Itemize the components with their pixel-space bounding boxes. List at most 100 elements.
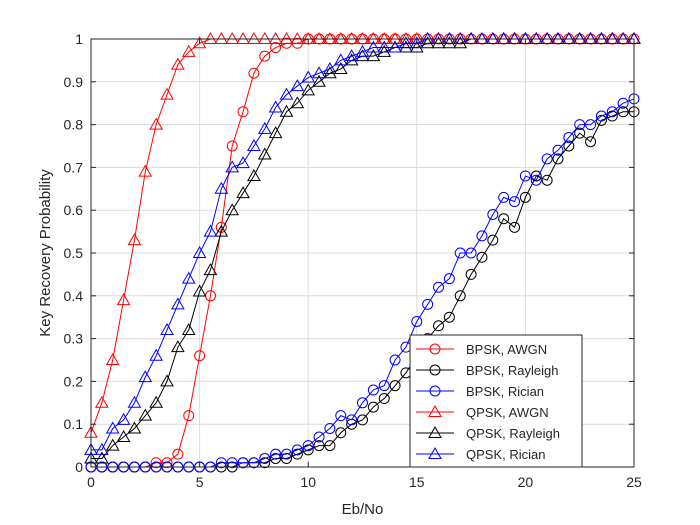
series-point — [422, 298, 434, 310]
series-point — [279, 87, 294, 100]
series-point — [367, 401, 379, 413]
series-point — [181, 44, 196, 57]
series-point — [509, 196, 521, 208]
series-point — [290, 79, 305, 92]
series-point — [127, 233, 142, 246]
y-tick-label: 0.6 — [64, 202, 84, 218]
series-point — [280, 452, 292, 464]
y-tick-label: 0.9 — [64, 74, 84, 90]
y-tick-label: 0.4 — [64, 288, 84, 304]
series-point — [433, 281, 445, 293]
legend: BPSK, AWGN BPSK, Rayleigh BPSK, Rician QPSK… — [409, 334, 583, 468]
series-point — [335, 427, 347, 439]
series-point — [324, 422, 336, 434]
series-point — [171, 340, 185, 353]
series-point — [226, 140, 238, 152]
series-point — [290, 31, 305, 44]
legend-marker — [429, 364, 441, 376]
series-point — [270, 448, 282, 460]
series-point — [346, 414, 358, 426]
series-point — [574, 127, 586, 139]
series-point — [138, 408, 153, 421]
series-point — [268, 31, 283, 44]
y-tick-label: 0.1 — [64, 416, 84, 432]
series-point — [280, 448, 292, 460]
x-tick-label: 25 — [626, 474, 642, 490]
y-tick-label: 0.3 — [64, 331, 84, 347]
legend-entry: QPSK, Rician — [416, 446, 545, 462]
series-point — [323, 66, 337, 79]
series-point — [127, 395, 142, 408]
series-point — [257, 121, 272, 134]
series-point — [236, 186, 250, 199]
series-point — [377, 40, 392, 53]
series-point — [302, 444, 314, 456]
series-point — [94, 451, 109, 464]
series-point — [324, 440, 336, 452]
series-point — [399, 40, 413, 53]
series-point — [572, 31, 587, 44]
series-point — [259, 457, 271, 469]
x-axis-label: Eb/No — [342, 501, 384, 518]
series-point — [366, 49, 381, 62]
series-point — [150, 457, 162, 469]
series-point — [105, 352, 120, 365]
series-point — [116, 293, 131, 306]
series-point — [181, 323, 196, 336]
series-point — [442, 31, 457, 44]
series-point — [312, 74, 326, 87]
series-point — [530, 174, 542, 186]
legend-label: QPSK, Rayleigh — [466, 426, 560, 441]
series-point — [333, 53, 348, 66]
series-point — [247, 31, 261, 44]
series-point — [443, 273, 455, 285]
series-point — [290, 96, 305, 109]
series-point — [259, 452, 271, 464]
series-2 — [85, 93, 640, 473]
series-point — [498, 191, 510, 203]
series-point — [268, 100, 283, 113]
series-point — [237, 106, 249, 118]
series-point — [377, 44, 392, 57]
series-point — [313, 440, 325, 452]
series-point — [259, 50, 271, 62]
series-point — [248, 457, 260, 469]
legend-marker — [428, 446, 442, 459]
series-point — [616, 31, 631, 44]
series-point — [270, 452, 282, 464]
series-point — [388, 40, 402, 53]
series-point — [116, 430, 131, 443]
series-point — [594, 31, 609, 44]
series-point — [355, 44, 370, 57]
series-point — [411, 315, 423, 327]
series-point — [563, 131, 575, 143]
series-point — [344, 31, 359, 44]
series-point — [226, 457, 238, 469]
x-tick-label: 10 — [300, 474, 316, 490]
series-point — [172, 448, 184, 460]
series-point — [149, 395, 164, 408]
series-point — [149, 117, 164, 130]
legend-marker — [429, 385, 441, 397]
series-point — [138, 370, 153, 383]
series-point — [617, 97, 629, 109]
series-point — [203, 263, 218, 276]
series-point — [302, 440, 314, 452]
series-point — [366, 40, 381, 53]
series-point — [333, 61, 348, 74]
series-point — [464, 31, 478, 44]
legend-marker — [428, 425, 442, 438]
legend-label: BPSK, AWGN — [466, 342, 547, 357]
series-point — [442, 36, 457, 49]
legend-entry: BPSK, Rayleigh — [416, 363, 559, 378]
series-point — [583, 31, 598, 44]
series-point — [563, 140, 575, 152]
series-point — [344, 53, 359, 66]
series-point — [171, 297, 185, 310]
y-tick-label: 0.8 — [64, 117, 84, 133]
series-point — [279, 104, 294, 117]
x-tick-label: 15 — [409, 474, 425, 490]
series-point — [291, 444, 303, 456]
series-point — [530, 170, 542, 182]
